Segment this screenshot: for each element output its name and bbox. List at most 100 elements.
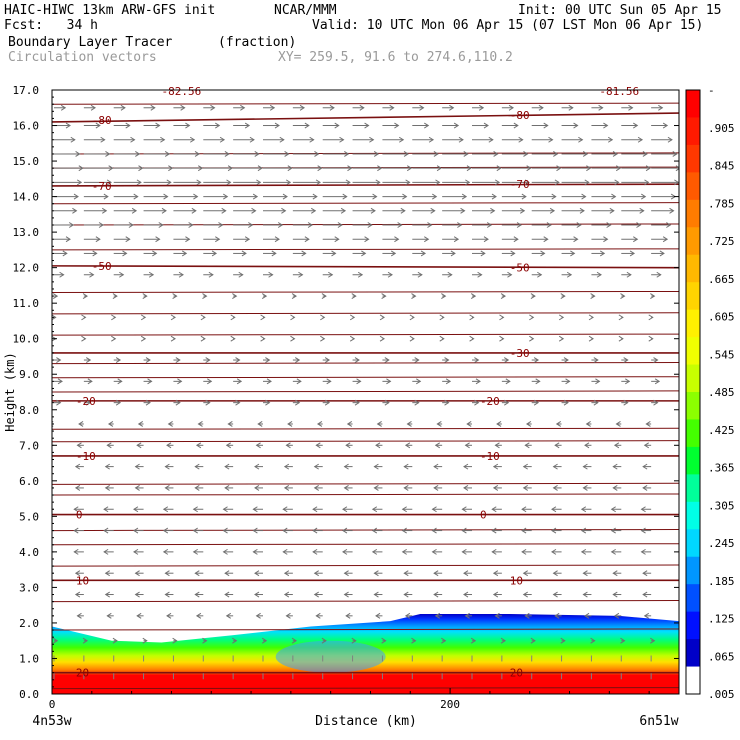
- wind-vector: [320, 314, 326, 321]
- wind-vector: [342, 527, 353, 534]
- wind-vector: [381, 637, 387, 644]
- wind-vector: [83, 104, 97, 111]
- wind-vector: [401, 506, 413, 513]
- y-tick-label: 17.0: [13, 84, 40, 97]
- colorbar-label: .785: [708, 197, 735, 210]
- wind-vector: [621, 193, 647, 200]
- wind-vector: [584, 612, 592, 619]
- field-name: Boundary Layer Tracer: [8, 35, 173, 50]
- wind-vector: [521, 506, 532, 513]
- wind-vector: [591, 357, 599, 363]
- y-tick-label: 11.0: [13, 297, 40, 310]
- wind-vector: [591, 136, 614, 143]
- wind-vector: [164, 570, 174, 577]
- wind-vector: [54, 104, 67, 111]
- wind-vector: [442, 151, 469, 157]
- wind-vector: [263, 222, 284, 228]
- wind-vector: [651, 104, 664, 111]
- colorbar-label: .905: [708, 122, 735, 135]
- wind-vector: [312, 548, 323, 555]
- wind-vector: [382, 378, 392, 385]
- wind-vector: [531, 179, 560, 186]
- wind-vector: [173, 179, 202, 186]
- wind-vector: [403, 591, 413, 598]
- wind-vector: [74, 570, 84, 577]
- wind-vector: [555, 421, 562, 427]
- wind-vector: [83, 399, 92, 406]
- wind-vector: [106, 442, 114, 449]
- wind-vector: [162, 548, 174, 555]
- wind-vector: [529, 335, 535, 342]
- thin-isotherm: [52, 528, 679, 532]
- wind-vector: [233, 165, 263, 172]
- colorbar-label: .185: [708, 575, 735, 588]
- wind-vector: [382, 399, 390, 406]
- wind-vector: [113, 250, 128, 257]
- wind-vector: [501, 136, 524, 143]
- colorbar-label: .845: [708, 160, 735, 173]
- wind-vector: [291, 637, 298, 644]
- thin-isotherm: [52, 440, 679, 443]
- wind-vector: [373, 591, 383, 598]
- wind-vector: [233, 151, 260, 157]
- wind-vector: [255, 442, 263, 449]
- wind-vector: [232, 293, 238, 299]
- wind-vector: [371, 527, 383, 534]
- wind-vector: [610, 527, 622, 534]
- wind-vector: [431, 506, 443, 513]
- wind-vector: [373, 485, 383, 491]
- wind-vector: [322, 236, 340, 243]
- wind-vector: [83, 357, 92, 363]
- colorbar-swatch: [686, 474, 700, 503]
- wind-vector: [650, 637, 656, 644]
- colorbar-swatch: [686, 501, 700, 530]
- thin-isotherm: [52, 427, 679, 430]
- wind-vector: [591, 399, 599, 406]
- wind-vector: [501, 151, 529, 157]
- wind-vector: [83, 165, 114, 172]
- wind-vector: [591, 378, 601, 385]
- valid-time: Valid: 10 UTC Mon 06 Apr 15 (07 LST Mon …: [312, 18, 704, 33]
- x-tick-label: 200: [440, 698, 460, 711]
- wind-vector: [172, 293, 178, 299]
- wind-vector: [352, 271, 364, 278]
- wind-vector: [54, 136, 76, 143]
- isotherm-label: -20: [76, 395, 96, 408]
- wind-vector: [224, 485, 234, 491]
- isotherm-edge-label: -81.56: [599, 85, 639, 98]
- wind-vector: [113, 399, 122, 406]
- wind-vector: [382, 179, 411, 186]
- isotherm-label: -30: [510, 347, 530, 360]
- wind-vector: [112, 293, 118, 299]
- wind-vector: [282, 548, 293, 555]
- wind-vector: [501, 399, 510, 406]
- wind-vector: [54, 222, 75, 228]
- thin-isotherm: [52, 628, 679, 631]
- wind-vector: [192, 527, 204, 534]
- wind-vector: [472, 207, 496, 214]
- wind-vector: [233, 378, 243, 385]
- wind-vector: [612, 485, 622, 491]
- wind-vector: [263, 193, 288, 200]
- wind-vector: [373, 463, 383, 470]
- wind-vector: [233, 104, 246, 111]
- wind-vector: [371, 548, 383, 555]
- wind-vector: [501, 193, 527, 200]
- wind-vector: [290, 335, 296, 342]
- wind-vector: [640, 548, 652, 555]
- wind-vector: [143, 222, 164, 228]
- colorbar-label: .065: [708, 650, 735, 663]
- thin-isotherm: [52, 600, 679, 603]
- thin-isotherm: [52, 493, 679, 496]
- wind-vector: [203, 136, 226, 143]
- wind-vector: [203, 271, 214, 278]
- wind-vector: [463, 591, 472, 598]
- thin-isotherm: [52, 333, 679, 336]
- wind-vector: [531, 378, 541, 385]
- wind-vector: [463, 485, 472, 491]
- wind-vector: [352, 193, 378, 200]
- wind-vector: [203, 122, 221, 129]
- wind-vector: [222, 527, 234, 534]
- y-tick-label: 1.0: [19, 652, 39, 665]
- wind-vector: [412, 207, 436, 214]
